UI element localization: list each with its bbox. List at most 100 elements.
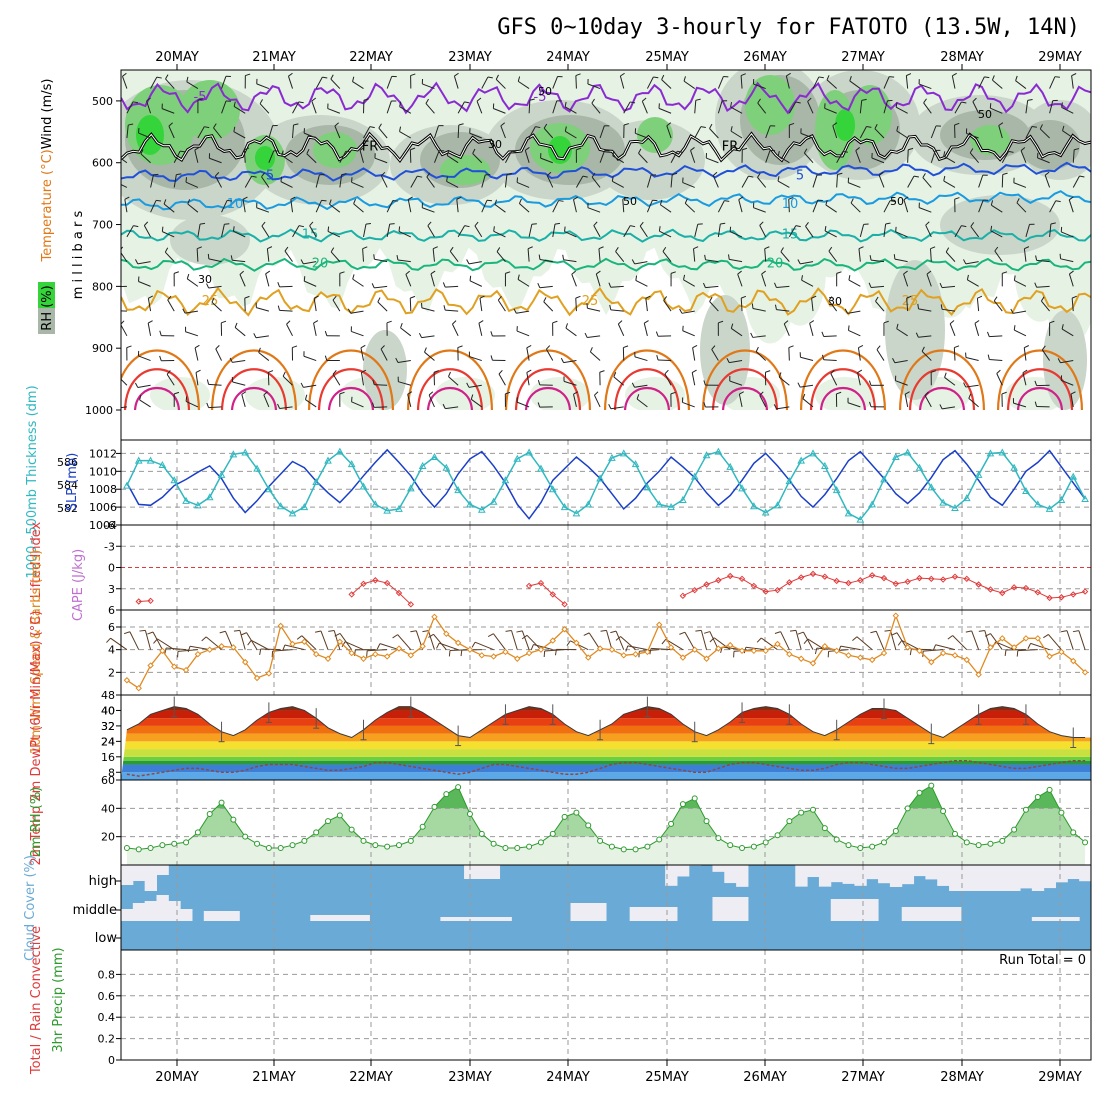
wind-barb <box>1062 130 1074 139</box>
wind-barb-flag <box>518 198 522 204</box>
thickness-marker <box>655 500 664 508</box>
wind-barb <box>161 108 175 114</box>
surface-wind-barb <box>889 630 897 650</box>
wind-barb-flag <box>146 97 151 102</box>
wind-speed-marker <box>241 658 249 666</box>
wind-barb <box>528 100 531 114</box>
wind-speed-marker <box>135 684 142 692</box>
surface-wind-barb <box>250 639 270 651</box>
wind-barb <box>267 372 270 386</box>
wind-barb <box>924 395 932 408</box>
wind-barb-flag <box>869 255 872 261</box>
wind-barb-flag <box>576 147 582 151</box>
wind-barb-flag <box>511 150 517 153</box>
wind-barb-flag <box>961 101 967 104</box>
rh2m-marker <box>880 839 887 846</box>
middle-cloud-cell <box>144 901 157 921</box>
wind-barb <box>124 199 128 213</box>
wind-barb-flag <box>670 271 676 274</box>
wind-barb-flag <box>505 391 511 395</box>
wind-barb-flag <box>755 346 759 352</box>
wind-barb <box>187 278 199 287</box>
thickness-marker <box>1022 486 1030 494</box>
wind-barb-flag <box>543 297 547 302</box>
rh-contour-label: 30 <box>488 138 502 151</box>
wind-barb-flag <box>495 74 499 80</box>
wind-speed-marker <box>833 647 840 655</box>
wind-barb-flag <box>347 308 352 314</box>
wind-speed-marker <box>786 650 793 658</box>
wind-barb-flag <box>949 320 955 325</box>
middle-cloud-cell <box>641 907 654 921</box>
rh2m-marker <box>325 818 332 825</box>
wind-barb <box>279 309 293 312</box>
thickness-marker <box>880 475 888 483</box>
wind-barb <box>894 258 908 263</box>
wind-barb <box>969 152 980 164</box>
surface-wind-barb-flag <box>505 630 512 632</box>
thickness-marker <box>608 453 616 461</box>
thickness-marker <box>797 456 806 464</box>
wind-barb <box>757 177 767 188</box>
wind-barb <box>315 76 323 89</box>
high-cloud-cell <box>913 865 926 877</box>
wind-barb <box>197 126 205 139</box>
isotherm-label: 25 <box>902 294 919 309</box>
surface-wind-barb <box>971 630 980 650</box>
wind-speed-marker <box>726 641 734 649</box>
wind-barb <box>469 356 482 362</box>
wind-barb <box>327 231 341 238</box>
wind-barb-flag <box>730 126 733 132</box>
wind-barb <box>573 199 577 213</box>
wind-barb-flag <box>564 126 567 132</box>
wind-barb <box>233 106 246 114</box>
lifted-index-marker <box>549 591 556 598</box>
wind-barb-flag <box>990 200 994 206</box>
wind-speed-marker <box>608 646 616 653</box>
chart-title: GFS 0~10day 3-hourly for FATOTO (13.5W, … <box>497 15 1080 40</box>
rh2m-marker <box>668 820 675 827</box>
wind-barb <box>824 230 837 238</box>
wind-barb <box>445 285 459 288</box>
wind-barb-flag <box>244 147 250 151</box>
wind-barb <box>362 248 364 262</box>
slp-tick-label: 1012 <box>89 447 117 460</box>
wind-barb <box>823 359 837 362</box>
wind-barb <box>493 108 506 114</box>
surface-wind-barb <box>709 631 719 650</box>
wind-barb-flag <box>977 295 983 299</box>
wind-barb <box>765 150 771 163</box>
thickness-marker <box>1033 500 1042 508</box>
wind-barb <box>147 322 152 336</box>
wind-barb-flag <box>187 199 191 205</box>
wind-barb-flag <box>642 97 647 102</box>
wind-barb <box>150 200 157 213</box>
day-label-bottom: 28MAY <box>940 1070 984 1085</box>
wind-barb <box>875 300 885 312</box>
wind-barb-flag <box>974 320 980 324</box>
wind-barb-flag <box>288 72 293 77</box>
wind-barb-flag <box>573 196 579 200</box>
wind-barb <box>208 406 222 409</box>
middle-cloud-cell <box>203 911 217 921</box>
wind-barb-flag <box>513 308 517 314</box>
wind-barb <box>967 279 979 287</box>
wind-barb <box>137 384 151 388</box>
high-cloud-cell <box>807 865 820 878</box>
wind-barb-flag <box>242 196 248 200</box>
rh2m-marker <box>561 813 568 820</box>
surface-wind-barb <box>1048 634 1062 650</box>
wind-barb-flag <box>362 246 368 250</box>
surface-wind-barb-flag <box>756 637 762 643</box>
wind-barb <box>694 224 699 238</box>
wind-barb-flag <box>506 173 512 176</box>
wind-barb <box>563 259 577 263</box>
surface-wind-barb-flag <box>147 631 154 635</box>
wind-barb-flag <box>309 221 314 227</box>
wind-barb <box>921 350 932 361</box>
wind-speed-marker <box>750 647 758 655</box>
wind-barb-flag <box>352 76 355 82</box>
temp-tick-label-extra: 32 <box>101 720 115 733</box>
wind-barb <box>213 127 222 139</box>
wind-barb-flag <box>458 123 464 126</box>
